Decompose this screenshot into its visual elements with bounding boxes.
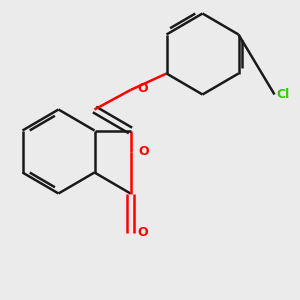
Text: Cl: Cl [276,88,289,101]
Text: O: O [137,82,148,95]
Text: O: O [137,226,148,239]
Text: O: O [138,145,148,158]
